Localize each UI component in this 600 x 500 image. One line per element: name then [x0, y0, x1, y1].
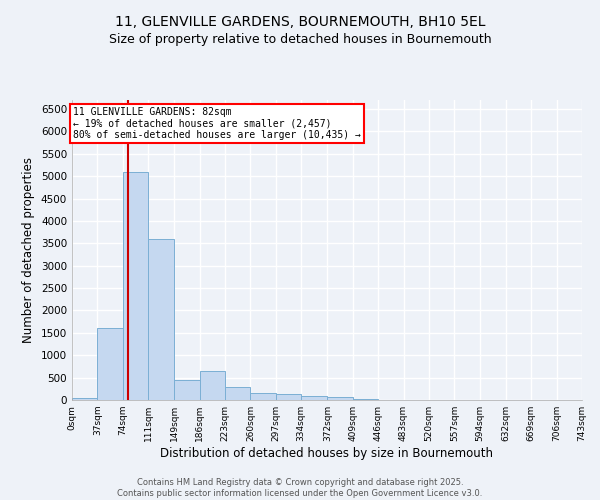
Bar — [174, 380, 200, 400]
Bar — [353, 398, 378, 400]
Bar — [148, 239, 174, 400]
Bar — [225, 386, 250, 400]
Bar — [276, 394, 301, 400]
X-axis label: Distribution of detached houses by size in Bournemouth: Distribution of detached houses by size … — [161, 447, 493, 460]
Text: Contains HM Land Registry data © Crown copyright and database right 2025.
Contai: Contains HM Land Registry data © Crown c… — [118, 478, 482, 498]
Text: 11 GLENVILLE GARDENS: 82sqm
← 19% of detached houses are smaller (2,457)
80% of : 11 GLENVILLE GARDENS: 82sqm ← 19% of det… — [73, 106, 361, 140]
Bar — [72, 398, 97, 400]
Y-axis label: Number of detached properties: Number of detached properties — [22, 157, 35, 343]
Bar — [301, 396, 328, 400]
Bar — [97, 328, 123, 400]
Bar — [250, 393, 276, 400]
Bar — [123, 172, 148, 400]
Text: 11, GLENVILLE GARDENS, BOURNEMOUTH, BH10 5EL: 11, GLENVILLE GARDENS, BOURNEMOUTH, BH10… — [115, 15, 485, 29]
Bar — [328, 398, 353, 400]
Bar — [200, 371, 225, 400]
Text: Size of property relative to detached houses in Bournemouth: Size of property relative to detached ho… — [109, 32, 491, 46]
